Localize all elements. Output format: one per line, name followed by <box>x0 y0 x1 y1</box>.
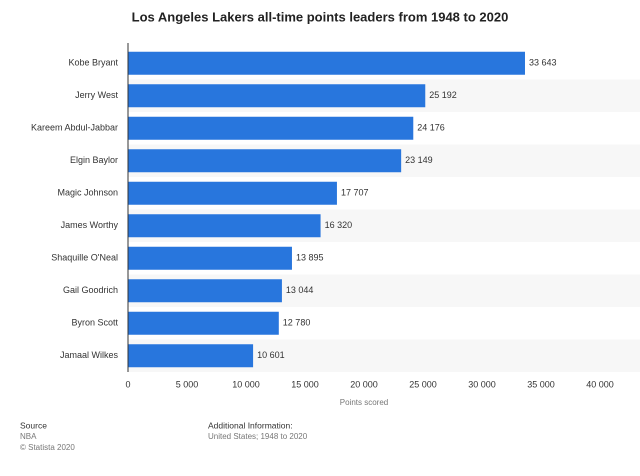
y-tick-label: Shaquille O'Neal <box>51 253 118 263</box>
x-tick-label: 20 000 <box>350 379 378 389</box>
y-tick-label: Elgin Baylor <box>70 155 118 165</box>
bar <box>128 311 279 335</box>
value-label: 10 601 <box>257 350 285 360</box>
bar <box>128 181 337 205</box>
info-line: United States; 1948 to 2020 <box>208 432 308 441</box>
bar <box>128 246 292 270</box>
source-line: NBA <box>20 432 37 441</box>
bar <box>128 149 402 173</box>
source-line: © Statista 2020 <box>20 443 75 452</box>
bar <box>128 279 282 303</box>
source-title: Source <box>20 420 47 430</box>
y-tick-label: Kareem Abdul-Jabbar <box>31 123 118 133</box>
x-tick-label: 15 000 <box>291 379 319 389</box>
x-tick-label: 30 000 <box>468 379 496 389</box>
value-label: 23 149 <box>405 155 433 165</box>
y-tick-label: Byron Scott <box>71 318 118 328</box>
value-label: 16 320 <box>325 220 353 230</box>
value-label: 33 643 <box>529 58 557 68</box>
x-tick-label: 25 000 <box>409 379 437 389</box>
bar <box>128 214 321 238</box>
value-label: 13 044 <box>286 285 314 295</box>
y-tick-label: Jerry West <box>75 90 118 100</box>
bar <box>128 51 525 75</box>
value-label: 25 192 <box>429 90 457 100</box>
x-axis-label: Points scored <box>340 398 388 407</box>
y-tick-label: Jamaal Wilkes <box>60 350 119 360</box>
value-label: 13 895 <box>296 253 324 263</box>
x-tick-label: 0 <box>125 379 130 389</box>
x-tick-label: 5 000 <box>176 379 199 389</box>
x-tick-label: 10 000 <box>232 379 260 389</box>
value-label: 12 780 <box>283 318 311 328</box>
y-tick-label: Gail Goodrich <box>63 285 118 295</box>
value-label: 17 707 <box>341 188 369 198</box>
bar <box>128 84 426 108</box>
chart-title: Los Angeles Lakers all-time points leade… <box>132 9 509 24</box>
bar <box>128 344 254 368</box>
bar <box>128 116 414 140</box>
info-title: Additional Information: <box>208 420 293 430</box>
y-tick-label: Kobe Bryant <box>68 58 118 68</box>
value-label: 24 176 <box>417 123 445 133</box>
x-tick-label: 35 000 <box>527 379 555 389</box>
x-tick-label: 40 000 <box>586 379 614 389</box>
y-tick-label: Magic Johnson <box>57 188 118 198</box>
y-tick-label: James Worthy <box>61 220 119 230</box>
